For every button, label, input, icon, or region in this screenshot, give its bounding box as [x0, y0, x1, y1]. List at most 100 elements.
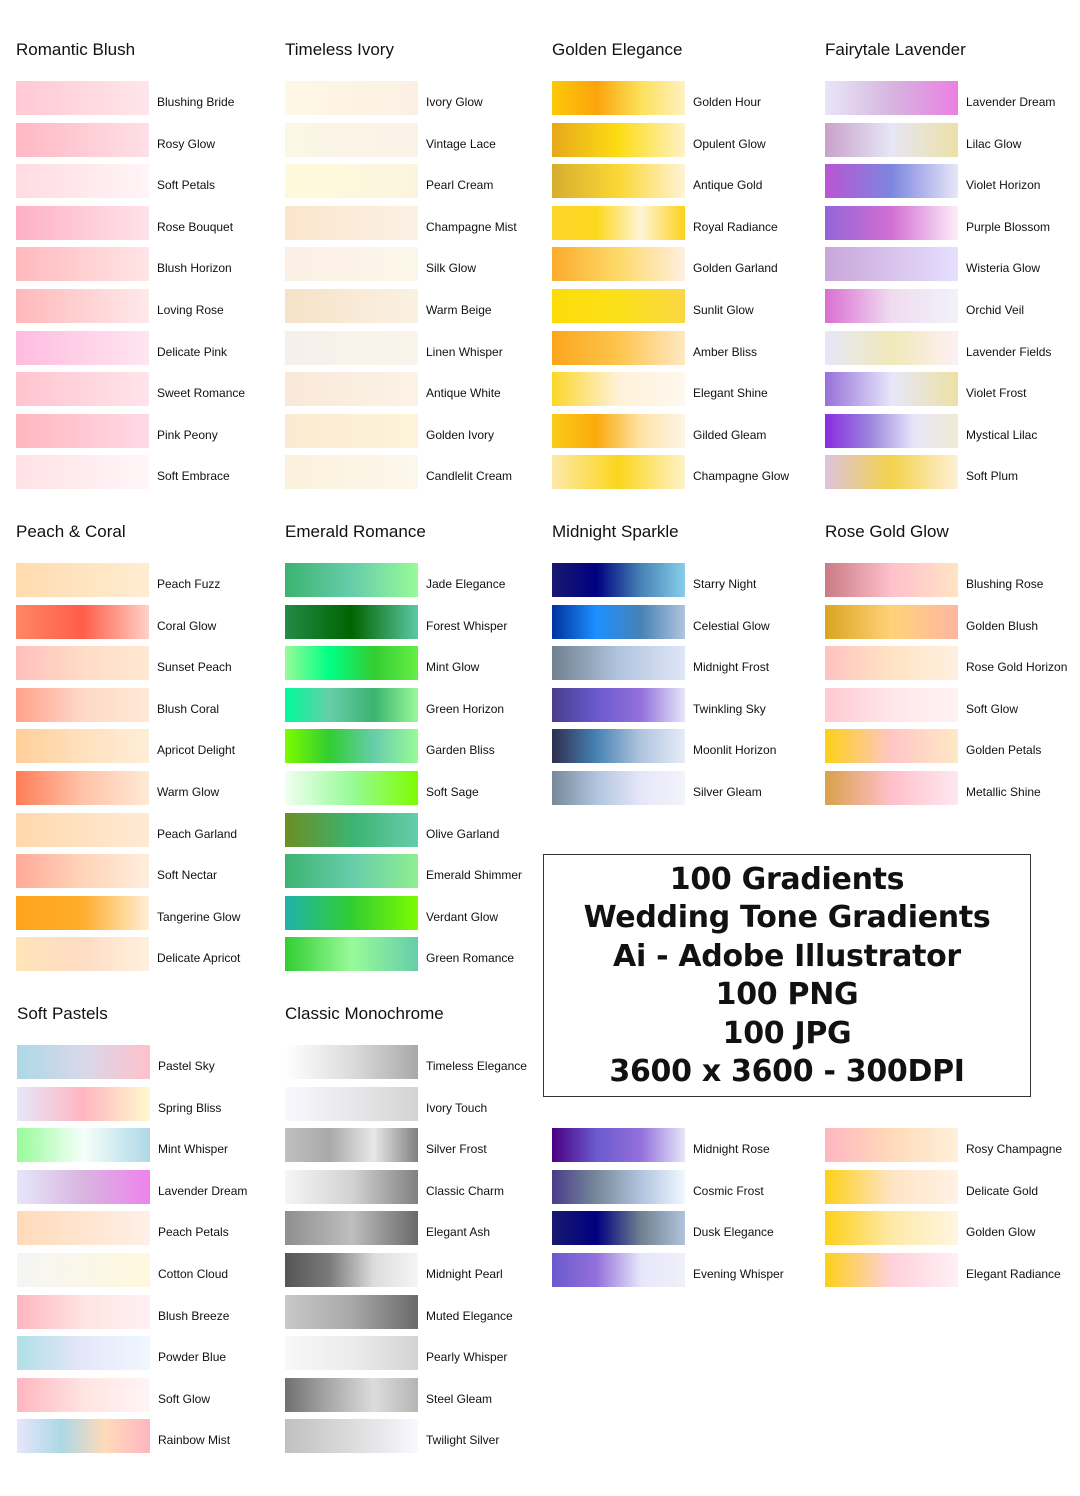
gradient-label: Violet Horizon — [966, 178, 1041, 193]
gradient-swatch — [825, 289, 958, 323]
gradient-label: Rose Bouquet — [157, 219, 234, 234]
gradient-item: Twinkling Sky — [552, 687, 812, 722]
gradient-label: Sweet Romance — [157, 386, 246, 401]
gradient-label: Pearl Cream — [426, 178, 494, 193]
gradient-item: Antique Gold — [552, 164, 812, 199]
gradient-swatch — [16, 247, 149, 282]
gradient-label: Delicate Apricot — [157, 951, 241, 966]
gradient-item: Jade Elegance — [285, 563, 545, 597]
gradient-label: Royal Radiance — [693, 219, 778, 234]
gradient-label: Champagne Glow — [693, 469, 790, 484]
gradient-item: Pastel Sky — [17, 1045, 277, 1079]
gradient-swatch — [17, 1128, 150, 1163]
gradient-item: Steel Gleam — [285, 1377, 545, 1412]
gradient-swatch — [552, 1211, 685, 1246]
gradient-label: Wisteria Glow — [966, 261, 1041, 276]
gradient-item: Golden Ivory — [285, 413, 545, 448]
gradient-swatch — [285, 455, 418, 490]
gradient-label: Coral Glow — [157, 618, 217, 633]
gradient-item: Sunlit Glow — [552, 289, 812, 323]
gradient-swatch — [285, 1128, 418, 1163]
gradient-swatch — [16, 205, 149, 240]
gradient-label: Soft Plum — [966, 469, 1019, 484]
gradient-item: Green Horizon — [285, 687, 545, 722]
gradient-item: Mint Whisper — [17, 1128, 277, 1163]
gradient-swatch — [285, 122, 418, 157]
promo-line: Ai - Adobe Illustrator — [613, 938, 961, 974]
gradient-item: Elegant Radiance — [825, 1252, 1080, 1287]
gradient-item: Lavender Dream — [825, 81, 1080, 115]
gradient-swatch — [16, 289, 149, 323]
gradient-label: Antique White — [426, 386, 501, 401]
gradient-label: Dusk Elegance — [693, 1225, 774, 1240]
promo-box: 100 Gradients Wedding Tone Gradients Ai … — [543, 854, 1031, 1097]
gradient-swatch — [552, 372, 685, 407]
gradient-swatch — [16, 330, 149, 365]
gradient-item: Orchid Veil — [825, 289, 1080, 323]
group-title: Peach & Coral — [16, 522, 126, 541]
gradient-swatch — [17, 1169, 150, 1204]
gradient-label: Delicate Pink — [157, 344, 228, 359]
gradient-swatch — [825, 413, 958, 448]
gradient-item: Evening Whisper — [552, 1252, 812, 1287]
gradient-label: Rosy Glow — [157, 136, 216, 151]
gradient-swatch — [16, 563, 149, 597]
gradient-label: Green Horizon — [426, 701, 505, 716]
gradient-item: Garden Bliss — [285, 729, 545, 764]
gradient-swatch — [17, 1253, 150, 1287]
gradient-swatch — [825, 604, 958, 639]
gradient-item: Midnight Rose — [552, 1128, 812, 1162]
gradient-label: Midnight Rose — [693, 1142, 770, 1156]
gradient-label: Blushing Rose — [966, 577, 1044, 591]
gradient-swatch — [285, 812, 418, 847]
gradient-swatch — [16, 937, 149, 972]
gradient-item: Soft Embrace — [16, 455, 276, 490]
gradient-item: Candlelit Cream — [285, 455, 545, 490]
gradient-swatch — [285, 413, 418, 448]
gradient-label: Emerald Shimmer — [426, 868, 523, 883]
gradient-label: Lavender Dream — [158, 1183, 248, 1198]
gradient-swatch — [285, 604, 418, 639]
gradient-item: Coral Glow — [16, 604, 276, 639]
gradient-swatch — [16, 164, 149, 199]
gradient-item: Silver Frost — [285, 1128, 545, 1163]
gradient-item: Metallic Shine — [825, 771, 1080, 805]
gradient-item: Blushing Rose — [825, 563, 1080, 597]
gradient-item: Peach Garland — [16, 812, 276, 847]
gradient-swatch — [552, 289, 685, 323]
gradient-item: Apricot Delight — [16, 729, 276, 764]
gradient-swatch — [552, 205, 685, 240]
gradient-swatch — [825, 372, 958, 407]
gradient-label: Soft Embrace — [157, 469, 230, 484]
gradient-swatch — [552, 563, 685, 597]
gradient-label: Tangerine Glow — [157, 909, 241, 924]
gradient-item: Powder Blue — [17, 1336, 277, 1371]
gradient-label: Loving Rose — [157, 303, 224, 317]
gradient-label: Rosy Champagne — [966, 1142, 1063, 1156]
gradient-label: Olive Garland — [426, 826, 500, 841]
gradient-label: Elegant Ash — [426, 1225, 491, 1240]
gradient-label: Elegant Radiance — [966, 1266, 1061, 1281]
gradient-item: Blush Breeze — [17, 1294, 277, 1329]
gradient-item: Sweet Romance — [16, 372, 276, 407]
gradient-swatch — [825, 729, 958, 764]
gradient-swatch — [825, 122, 958, 157]
gradient-label: Mystical Lilac — [966, 427, 1038, 442]
gradient-item: Midnight Pearl — [285, 1253, 545, 1287]
gradient-item: Warm Glow — [16, 771, 276, 805]
gradient-label: Soft Petals — [157, 178, 216, 193]
gradient-label: Opulent Glow — [693, 136, 766, 151]
gradient-swatch — [552, 247, 685, 282]
gradient-label: Garden Bliss — [426, 743, 495, 758]
gradient-swatch — [17, 1419, 150, 1454]
gradient-label: Classic Charm — [426, 1183, 505, 1198]
gradient-label: Soft Glow — [966, 701, 1019, 716]
gradient-label: Lavender Fields — [966, 344, 1052, 359]
gradient-swatch — [285, 937, 418, 972]
gradient-label: Ivory Touch — [426, 1100, 488, 1115]
gradient-label: Delicate Gold — [966, 1183, 1039, 1198]
gradient-label: Peach Garland — [157, 826, 238, 841]
gradient-label: Timeless Elegance — [426, 1059, 527, 1073]
gradient-item: Green Romance — [285, 937, 545, 972]
group-title: Golden Elegance — [552, 40, 683, 59]
